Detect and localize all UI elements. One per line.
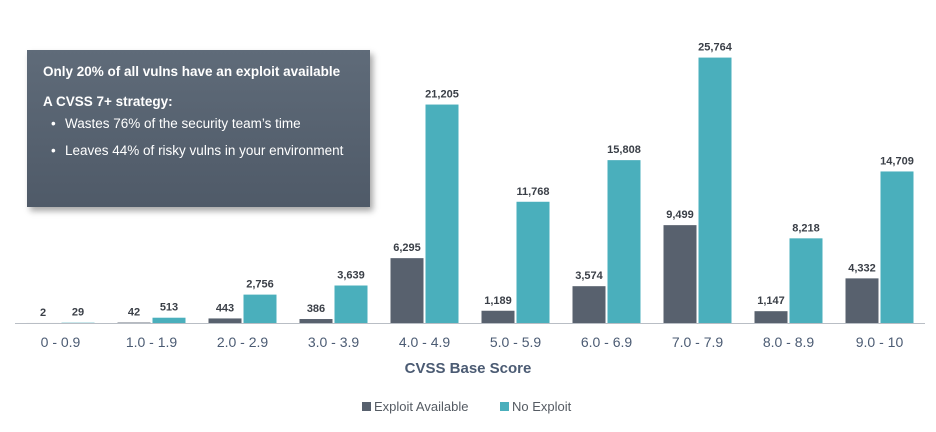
no-exploit-bar bbox=[425, 104, 459, 323]
bar-value-label: 25,764 bbox=[698, 42, 733, 54]
exploit-available-bar bbox=[754, 311, 788, 323]
no-exploit-bar bbox=[698, 57, 732, 324]
insight-callout-box: Only 20% of all vulns have an exploit av… bbox=[27, 50, 370, 207]
callout-bullet-list: Wastes 76% of the security team’s time L… bbox=[43, 115, 356, 160]
callout-bullet: Leaves 44% of risky vulns in your enviro… bbox=[51, 142, 356, 160]
legend-swatch bbox=[362, 402, 371, 411]
exploit-available-bar bbox=[572, 286, 606, 323]
legend-label: No Exploit bbox=[512, 399, 572, 414]
bar-value-label: 1,147 bbox=[757, 295, 785, 307]
x-tick-label: 4.0 - 4.9 bbox=[399, 334, 451, 350]
no-exploit-bar bbox=[243, 294, 277, 323]
bar-value-label: 4,332 bbox=[848, 262, 876, 274]
x-tick-label: 7.0 - 7.9 bbox=[672, 334, 724, 350]
no-exploit-bar bbox=[880, 171, 914, 323]
bar-value-label: 513 bbox=[160, 302, 178, 314]
no-exploit-bar bbox=[607, 160, 641, 323]
no-exploit-bar bbox=[516, 201, 550, 323]
exploit-available-bar bbox=[390, 258, 424, 323]
bar-value-label: 3,574 bbox=[575, 270, 603, 282]
callout-subheading: A CVSS 7+ strategy: bbox=[43, 94, 173, 109]
x-tick-label: 9.0 - 10 bbox=[856, 334, 904, 350]
no-exploit-bar bbox=[152, 317, 186, 323]
legend-swatch bbox=[500, 402, 509, 411]
legend-label: Exploit Available bbox=[374, 399, 468, 414]
bar-value-label: 42 bbox=[128, 307, 140, 319]
bar-value-label: 11,768 bbox=[516, 186, 549, 198]
x-tick-label: 3.0 - 3.9 bbox=[308, 334, 360, 350]
bar-value-label: 14,709 bbox=[880, 155, 914, 167]
bar-value-label: 2 bbox=[40, 307, 46, 319]
bar-value-label: 8,218 bbox=[792, 222, 820, 234]
exploit-available-bar bbox=[481, 310, 515, 323]
no-exploit-bar bbox=[334, 285, 368, 323]
bar-value-label: 2,756 bbox=[246, 279, 274, 291]
x-axis-title: CVSS Base Score bbox=[405, 360, 532, 377]
bar-value-label: 3,639 bbox=[337, 270, 365, 282]
bar-value-label: 9,499 bbox=[666, 209, 694, 221]
exploit-available-bar bbox=[845, 278, 879, 323]
bar-value-label: 386 bbox=[307, 303, 325, 315]
exploit-available-bar bbox=[208, 318, 242, 323]
x-tick-label: 0 - 0.9 bbox=[41, 334, 81, 350]
bar-value-label: 21,205 bbox=[425, 89, 459, 101]
no-exploit-bar bbox=[789, 238, 823, 323]
x-tick-label: 2.0 - 2.9 bbox=[217, 334, 269, 350]
bar-value-label: 443 bbox=[216, 302, 234, 314]
callout-headline: Only 20% of all vulns have an exploit av… bbox=[43, 64, 341, 79]
bar-value-label: 29 bbox=[72, 307, 84, 319]
exploit-available-bar bbox=[663, 225, 697, 323]
exploit-available-bar bbox=[299, 319, 333, 323]
bar-value-label: 1,189 bbox=[484, 295, 512, 307]
x-tick-label: 1.0 - 1.9 bbox=[126, 334, 178, 350]
bar-value-label: 6,295 bbox=[393, 242, 421, 254]
callout-bullet: Wastes 76% of the security team’s time bbox=[51, 115, 356, 133]
x-tick-label: 6.0 - 6.9 bbox=[581, 334, 633, 350]
bar-value-label: 15,808 bbox=[607, 144, 641, 156]
x-tick-label: 8.0 - 8.9 bbox=[763, 334, 815, 350]
x-tick-label: 5.0 - 5.9 bbox=[490, 334, 542, 350]
